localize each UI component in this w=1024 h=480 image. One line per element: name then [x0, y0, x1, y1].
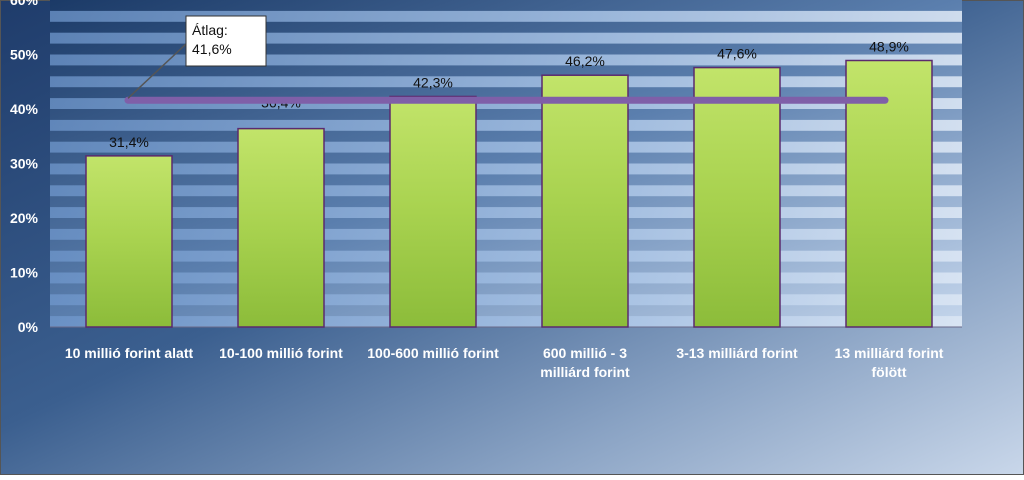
x-tick-label: 13 milliárd forint: [835, 345, 944, 361]
average-callout-text: Átlag:: [192, 22, 228, 38]
bar: [541, 74, 629, 328]
grid-band: [50, 185, 962, 197]
bar: [845, 59, 933, 328]
y-tick-label: 40%: [10, 101, 39, 117]
x-tick-label: 10-100 millió forint: [219, 345, 343, 361]
y-tick-label: 30%: [10, 156, 39, 172]
bar-value-label: 31,4%: [109, 134, 149, 150]
grid-band: [50, 141, 962, 153]
y-tick-label: 20%: [10, 210, 39, 226]
x-tick-label: milliárd forint: [540, 364, 630, 380]
bar: [389, 95, 477, 328]
grid-band: [50, 119, 962, 131]
y-tick-label: 50%: [10, 47, 39, 63]
x-tick-label: 100-600 millió forint: [367, 345, 499, 361]
average-callout-text: 41,6%: [192, 41, 232, 57]
grid-band: [50, 316, 962, 327]
grid-band: [50, 10, 962, 22]
grid-band: [50, 163, 962, 175]
y-tick-label: 0%: [18, 319, 39, 335]
grid-band: [50, 250, 962, 262]
grid-band: [50, 54, 962, 66]
grid-band: [50, 294, 962, 306]
grid-band: [50, 228, 962, 240]
average-callout-pointer: [127, 43, 187, 99]
x-tick-label: fölött: [872, 364, 907, 380]
grid-band: [50, 32, 962, 44]
bar: [237, 127, 325, 328]
x-tick-label: 3-13 milliárd forint: [676, 345, 798, 361]
bar: [693, 66, 781, 328]
bar-value-label: 42,3%: [413, 74, 453, 90]
x-tick-label: 10 millió forint alatt: [65, 345, 194, 361]
bar-value-label: 48,9%: [869, 38, 909, 54]
x-tick-label: 600 millió - 3: [543, 345, 627, 361]
y-tick-label: 10%: [10, 265, 39, 281]
bar: [85, 155, 173, 328]
y-tick-label: 60%: [10, 0, 39, 8]
bar-value-label: 46,2%: [565, 53, 605, 69]
grid-band: [50, 76, 962, 88]
grid-band: [50, 207, 962, 218]
average-callout-box: [185, 15, 267, 67]
bar-value-label: 47,6%: [717, 46, 757, 62]
grid-band: [50, 272, 962, 284]
